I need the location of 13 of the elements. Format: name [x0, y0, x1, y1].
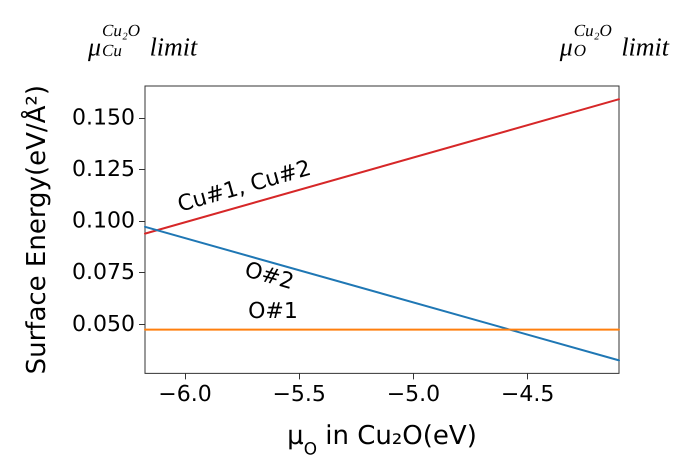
y-tick-label: 0.125 — [72, 156, 135, 182]
x-tick-label: −5.5 — [272, 382, 326, 407]
x-tick-label: −5.0 — [386, 382, 440, 407]
y-axis-title: Surface Energy(eV/Å²) — [20, 85, 52, 374]
y-tick-label: 0.075 — [72, 260, 135, 286]
text: O#2 — [242, 258, 297, 296]
x-tick-label: −4.5 — [500, 382, 554, 407]
series-label: O#1 — [248, 299, 298, 324]
y-tick-label: 0.150 — [72, 105, 135, 130]
x-tick-label: −6.0 — [158, 382, 212, 407]
y-tick-label: 0.050 — [72, 312, 135, 337]
y-tick-label: 0.100 — [72, 208, 135, 234]
text: Cu#1, Cu#2 — [174, 156, 314, 218]
